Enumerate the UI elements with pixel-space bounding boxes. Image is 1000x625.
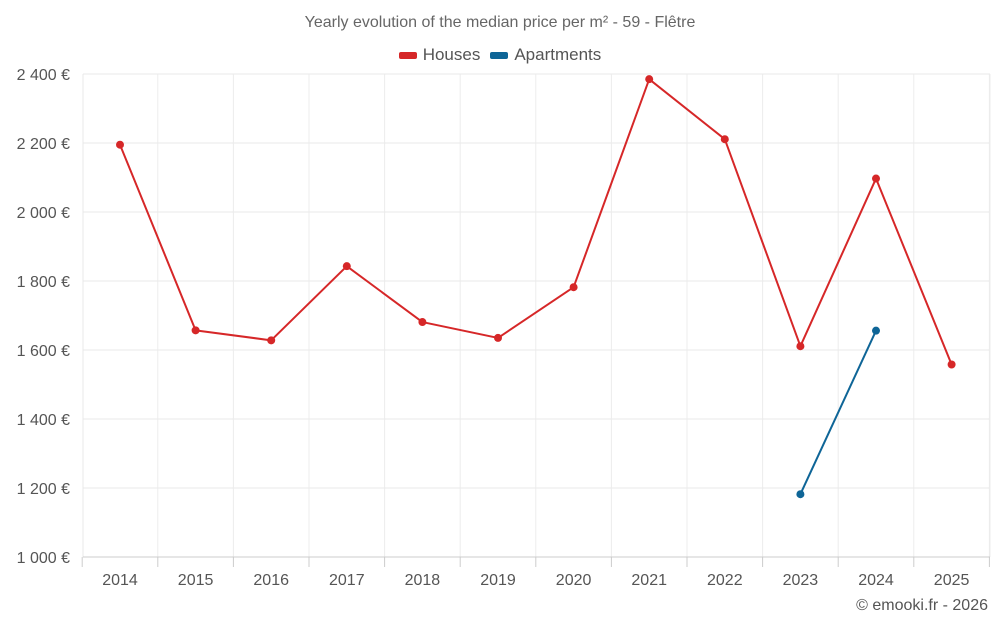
y-tick-label: 1 200 €: [17, 481, 70, 498]
data-point-houses[interactable]: [796, 342, 805, 351]
series-line-houses: [119, 78, 953, 365]
x-tick-label: 2021: [631, 572, 667, 589]
x-tick-label: 2022: [707, 572, 743, 589]
data-point-houses[interactable]: [116, 140, 124, 149]
data-point-houses[interactable]: [645, 75, 654, 84]
legend-label-apartments: Apartments: [514, 45, 602, 64]
data-point-houses[interactable]: [494, 333, 502, 342]
x-tick-label: 2017: [329, 572, 365, 589]
legend-label-houses: Houses: [422, 45, 481, 64]
y-tick-label: 1 800 €: [17, 274, 70, 291]
data-point-houses[interactable]: [569, 283, 578, 292]
data-point-houses[interactable]: [342, 262, 351, 271]
credit-text: © emooki.fr - 2026: [856, 597, 988, 614]
y-tick-label: 1 400 €: [17, 412, 70, 429]
data-point-apartments[interactable]: [872, 326, 880, 335]
x-tick-label: 2019: [480, 572, 516, 589]
x-tick-label: 2023: [783, 572, 819, 589]
data-point-houses[interactable]: [872, 174, 880, 183]
y-tick-label: 1 600 €: [17, 343, 70, 360]
y-tick-label: 1 000 €: [17, 550, 70, 567]
x-tick-label: 2020: [556, 572, 592, 589]
legend-item-houses[interactable]: Houses: [398, 45, 481, 65]
chart-title: Yearly evolution of the median price per…: [304, 14, 696, 31]
legend-item-apartments[interactable]: Apartments: [490, 45, 601, 65]
series-line-apartments: [799, 330, 877, 495]
y-tick-label: 2 400 €: [17, 67, 70, 84]
data-point-houses[interactable]: [418, 318, 427, 327]
data-point-houses[interactable]: [720, 135, 729, 144]
y-tick-label: 2 000 €: [17, 205, 70, 222]
legend: Houses Apartments: [0, 45, 1000, 65]
x-tick-label: 2015: [178, 572, 214, 589]
x-tick-label: 2014: [102, 572, 138, 589]
data-point-houses[interactable]: [267, 336, 276, 345]
x-tick-label: 2024: [858, 572, 894, 589]
x-tick-label: 2025: [934, 572, 970, 589]
data-point-houses[interactable]: [947, 360, 956, 369]
y-tick-label: 2 200 €: [17, 136, 70, 153]
legend-swatch-houses: [398, 51, 417, 59]
data-point-apartments[interactable]: [796, 490, 805, 499]
legend-swatch-apartments: [490, 51, 509, 59]
x-tick-label: 2016: [253, 572, 289, 589]
x-tick-label: 2018: [405, 572, 441, 589]
data-point-houses[interactable]: [191, 326, 200, 335]
